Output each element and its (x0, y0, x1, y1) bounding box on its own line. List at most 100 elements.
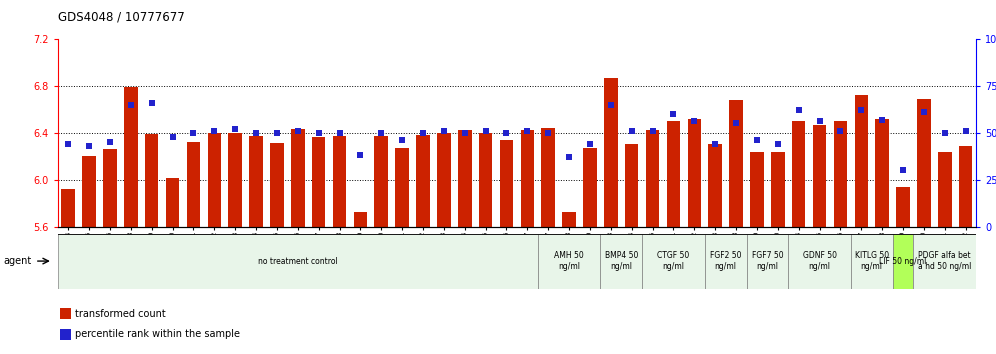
Bar (813, 125, 827, 227)
Bar (788, 234, 851, 289)
Point (937, 130, 953, 136)
Bar (83, 156, 96, 227)
Point (478, 128, 494, 134)
Bar (771, 152, 785, 227)
Text: FGF2 50
ng/ml: FGF2 50 ng/ml (710, 251, 741, 271)
Bar (58, 234, 538, 289)
Bar (354, 212, 368, 227)
Point (206, 128, 222, 134)
Bar (249, 136, 263, 227)
Bar (729, 100, 743, 227)
Point (374, 130, 389, 136)
Point (436, 128, 452, 134)
Point (644, 128, 660, 134)
Bar (416, 135, 430, 227)
Bar (374, 136, 388, 227)
Point (770, 141, 786, 147)
Point (749, 137, 765, 143)
Point (623, 128, 639, 134)
Bar (747, 234, 788, 289)
Bar (584, 148, 597, 227)
Point (332, 130, 348, 136)
Bar (750, 152, 764, 227)
Bar (165, 178, 179, 227)
Point (143, 100, 159, 105)
Text: CTGF 50
ng/ml: CTGF 50 ng/ml (657, 251, 689, 271)
Bar (601, 234, 642, 289)
Point (582, 141, 598, 147)
Bar (563, 212, 576, 227)
Bar (538, 234, 601, 289)
Bar (207, 133, 221, 227)
Point (603, 102, 619, 108)
Bar (270, 143, 284, 227)
Point (874, 117, 890, 122)
Text: transformed count: transformed count (75, 309, 165, 319)
Bar (875, 119, 889, 227)
Bar (124, 87, 137, 227)
Text: LIF 50 ng/ml: LIF 50 ng/ml (879, 257, 926, 266)
Point (102, 139, 118, 145)
Bar (312, 137, 326, 227)
Bar (687, 119, 701, 227)
Bar (834, 121, 848, 227)
Point (60, 141, 76, 147)
Bar (228, 133, 242, 227)
Text: percentile rank within the sample: percentile rank within the sample (75, 330, 240, 339)
Text: no treatment control: no treatment control (258, 257, 338, 266)
Point (854, 107, 870, 113)
Text: GDNF 50
ng/ml: GDNF 50 ng/ml (803, 251, 837, 271)
Bar (892, 234, 913, 289)
Bar (959, 145, 972, 227)
Bar (913, 234, 976, 289)
Point (499, 130, 515, 136)
Text: PDGF alfa bet
a hd 50 ng/ml: PDGF alfa bet a hd 50 ng/ml (918, 251, 971, 271)
Point (457, 130, 473, 136)
Point (394, 137, 410, 143)
Point (311, 130, 327, 136)
Point (812, 119, 828, 124)
Bar (645, 130, 659, 227)
Bar (291, 129, 305, 227)
Point (561, 154, 577, 160)
Bar (479, 133, 492, 227)
Point (227, 126, 243, 132)
Bar (855, 95, 869, 227)
Point (728, 120, 744, 126)
Point (415, 130, 431, 136)
Bar (60, 308, 72, 319)
Point (958, 128, 974, 134)
Text: BMP4 50
ng/ml: BMP4 50 ng/ml (605, 251, 638, 271)
Bar (62, 189, 75, 227)
Point (353, 153, 369, 158)
Bar (144, 134, 158, 227)
Point (540, 130, 556, 136)
Point (248, 130, 264, 136)
Point (290, 128, 306, 134)
Bar (437, 133, 450, 227)
Point (665, 111, 681, 117)
Point (185, 130, 201, 136)
Point (833, 128, 849, 134)
Bar (521, 130, 534, 227)
Text: KITLG 50
ng/ml: KITLG 50 ng/ml (855, 251, 888, 271)
Bar (896, 187, 909, 227)
Bar (624, 144, 638, 227)
Bar (186, 142, 200, 227)
Bar (395, 148, 409, 227)
Bar (604, 78, 618, 227)
Point (164, 134, 180, 139)
Bar (666, 121, 680, 227)
Point (123, 102, 138, 108)
Bar (60, 329, 72, 340)
Bar (458, 130, 471, 227)
Bar (642, 234, 705, 289)
Point (81, 143, 97, 149)
Bar (792, 121, 806, 227)
Text: FGF7 50
ng/ml: FGF7 50 ng/ml (752, 251, 783, 271)
Bar (104, 149, 117, 227)
Text: GDS4048 / 10777677: GDS4048 / 10777677 (58, 11, 184, 24)
Bar (542, 128, 555, 227)
Bar (938, 152, 951, 227)
Point (707, 141, 723, 147)
